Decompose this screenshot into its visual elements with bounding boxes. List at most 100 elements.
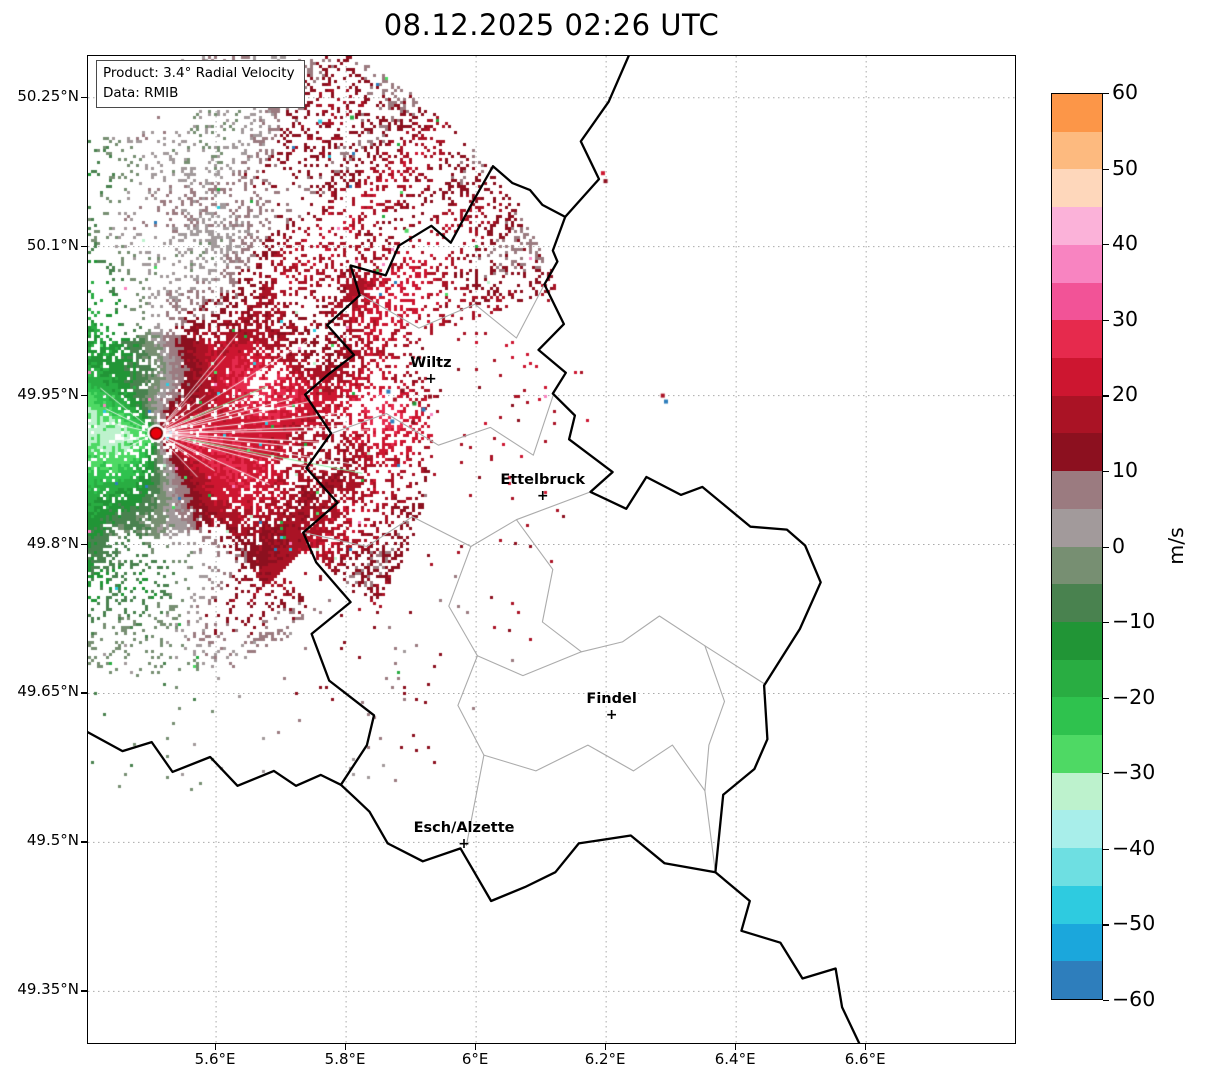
colorbar-band bbox=[1052, 357, 1102, 396]
data-source-line: Data: RMIB bbox=[103, 84, 179, 101]
colorbar-band bbox=[1052, 319, 1102, 358]
lat-tick-label: 49.95°N bbox=[17, 384, 79, 403]
colorbar-band bbox=[1052, 168, 1102, 208]
colorbar-band bbox=[1052, 771, 1102, 811]
region-border bbox=[359, 283, 545, 339]
lon-tick-mark bbox=[605, 1044, 607, 1050]
colorbar-tick-label: 40 bbox=[1112, 231, 1139, 256]
lon-tick-label: 6.4°E bbox=[714, 1050, 756, 1068]
lat-tick-mark bbox=[81, 394, 87, 396]
colorbar-band bbox=[1052, 658, 1102, 698]
city-marker: + bbox=[458, 836, 470, 853]
country-border bbox=[714, 871, 861, 1043]
colorbar-tick-mark bbox=[1103, 848, 1109, 851]
product-info-box: Product: 3.4° Radial Velocity Data: RMIB bbox=[96, 60, 305, 109]
region-border bbox=[448, 545, 485, 846]
colorbar-tick-mark bbox=[1103, 773, 1109, 775]
lon-tick-mark bbox=[345, 1044, 347, 1050]
colorbar-band bbox=[1052, 281, 1102, 321]
colorbar-tick-mark bbox=[1103, 93, 1109, 95]
lat-tick-label: 50.1°N bbox=[26, 235, 79, 254]
colorbar-tick-label: −30 bbox=[1112, 760, 1156, 785]
region-border bbox=[331, 392, 555, 456]
colorbar-tick-label: 50 bbox=[1112, 155, 1139, 180]
region-border bbox=[704, 645, 726, 792]
colorbar-unit-label: m/s bbox=[1164, 527, 1188, 565]
colorbar-tick-label: −60 bbox=[1112, 987, 1156, 1011]
colorbar-band bbox=[1052, 243, 1102, 283]
region-border bbox=[476, 651, 582, 677]
colorbar-tick-label: −50 bbox=[1112, 911, 1156, 936]
radar-field-canvas bbox=[88, 56, 1015, 1043]
lon-tick-label: 6.2°E bbox=[584, 1050, 626, 1068]
country-border bbox=[302, 165, 822, 903]
colorbar-band bbox=[1052, 621, 1102, 660]
lon-tick-label: 6.6°E bbox=[844, 1050, 886, 1068]
colorbar-tick-mark bbox=[1103, 622, 1109, 624]
lat-tick-label: 49.5°N bbox=[26, 831, 79, 850]
lat-tick-mark bbox=[81, 245, 87, 247]
lon-tick-label: 5.6°E bbox=[194, 1050, 236, 1068]
city-marker: + bbox=[536, 487, 549, 504]
region-border bbox=[515, 519, 765, 685]
lon-tick-mark bbox=[865, 1044, 867, 1050]
colorbar-tick-mark bbox=[1103, 1000, 1109, 1002]
map-plot: Product: 3.4° Radial Velocity Data: RMIB bbox=[87, 55, 1016, 1044]
colorbar-band bbox=[1052, 884, 1102, 924]
city-label: Ettelbruck bbox=[500, 471, 586, 488]
lon-tick-mark bbox=[735, 1044, 737, 1050]
city-label: Findel bbox=[586, 691, 637, 708]
city-marker: + bbox=[605, 707, 618, 724]
colorbar-tick-mark bbox=[1103, 546, 1109, 548]
lat-tick-label: 49.35°N bbox=[17, 980, 79, 999]
borders-layer bbox=[88, 56, 861, 1043]
lat-tick-label: 49.8°N bbox=[26, 533, 79, 552]
colorbar-tick-mark bbox=[1103, 244, 1109, 246]
colorbar-tick-label: −10 bbox=[1112, 609, 1156, 634]
colorbar-tick-mark bbox=[1103, 319, 1109, 321]
city-label: Wiltz bbox=[410, 354, 452, 371]
plot-title: 08.12.2025 02:26 UTC bbox=[383, 8, 720, 42]
colorbar-tick-mark bbox=[1103, 168, 1109, 170]
lat-tick-mark bbox=[81, 96, 87, 98]
colorbar-tick-mark bbox=[1103, 697, 1109, 699]
colorbar-tick-mark bbox=[1103, 395, 1109, 397]
colorbar-band bbox=[1052, 507, 1102, 547]
colorbar-band bbox=[1052, 922, 1102, 962]
lon-tick-mark bbox=[475, 1044, 477, 1050]
city-label: Esch/Alzette bbox=[413, 820, 515, 837]
colorbar-band bbox=[1052, 809, 1102, 849]
lon-tick-mark bbox=[215, 1044, 217, 1050]
lat-tick-label: 49.65°N bbox=[17, 682, 79, 701]
lon-tick-label: 6°E bbox=[461, 1050, 489, 1068]
lon-tick-label: 5.8°E bbox=[324, 1050, 366, 1068]
product-info-line: Product: 3.4° Radial Velocity bbox=[103, 65, 295, 81]
lat-tick-mark bbox=[81, 543, 87, 545]
colorbar-tick-label: −40 bbox=[1112, 835, 1156, 860]
colorbar-band bbox=[1052, 130, 1102, 170]
colorbar-tick-label: 20 bbox=[1112, 382, 1139, 407]
colorbar-band bbox=[1052, 960, 1102, 999]
colorbar-gradient bbox=[1051, 93, 1103, 1000]
colorbar-band bbox=[1052, 847, 1102, 886]
colorbar-tick-label: −20 bbox=[1112, 684, 1156, 709]
grid-layer bbox=[88, 56, 1015, 1043]
colorbar-tick-label: 0 bbox=[1112, 533, 1126, 558]
colorbar-band bbox=[1052, 734, 1102, 773]
lat-tick-mark bbox=[81, 841, 87, 843]
colorbar-band bbox=[1052, 94, 1102, 132]
colorbar-band bbox=[1052, 545, 1102, 585]
city-marker: + bbox=[425, 370, 437, 387]
lat-tick-label: 50.25°N bbox=[17, 86, 79, 105]
country-border bbox=[88, 730, 343, 787]
colorbar-band bbox=[1052, 206, 1102, 245]
colorbar-tick-mark bbox=[1103, 924, 1109, 926]
lat-tick-mark bbox=[81, 990, 87, 992]
colorbar-band bbox=[1052, 394, 1102, 434]
colorbar-tick-label: 10 bbox=[1112, 457, 1139, 482]
colorbar-tick-label: 60 bbox=[1112, 80, 1139, 104]
colorbar-tick-mark bbox=[1103, 470, 1109, 473]
region-border bbox=[483, 744, 716, 873]
colorbar-band bbox=[1052, 696, 1102, 736]
